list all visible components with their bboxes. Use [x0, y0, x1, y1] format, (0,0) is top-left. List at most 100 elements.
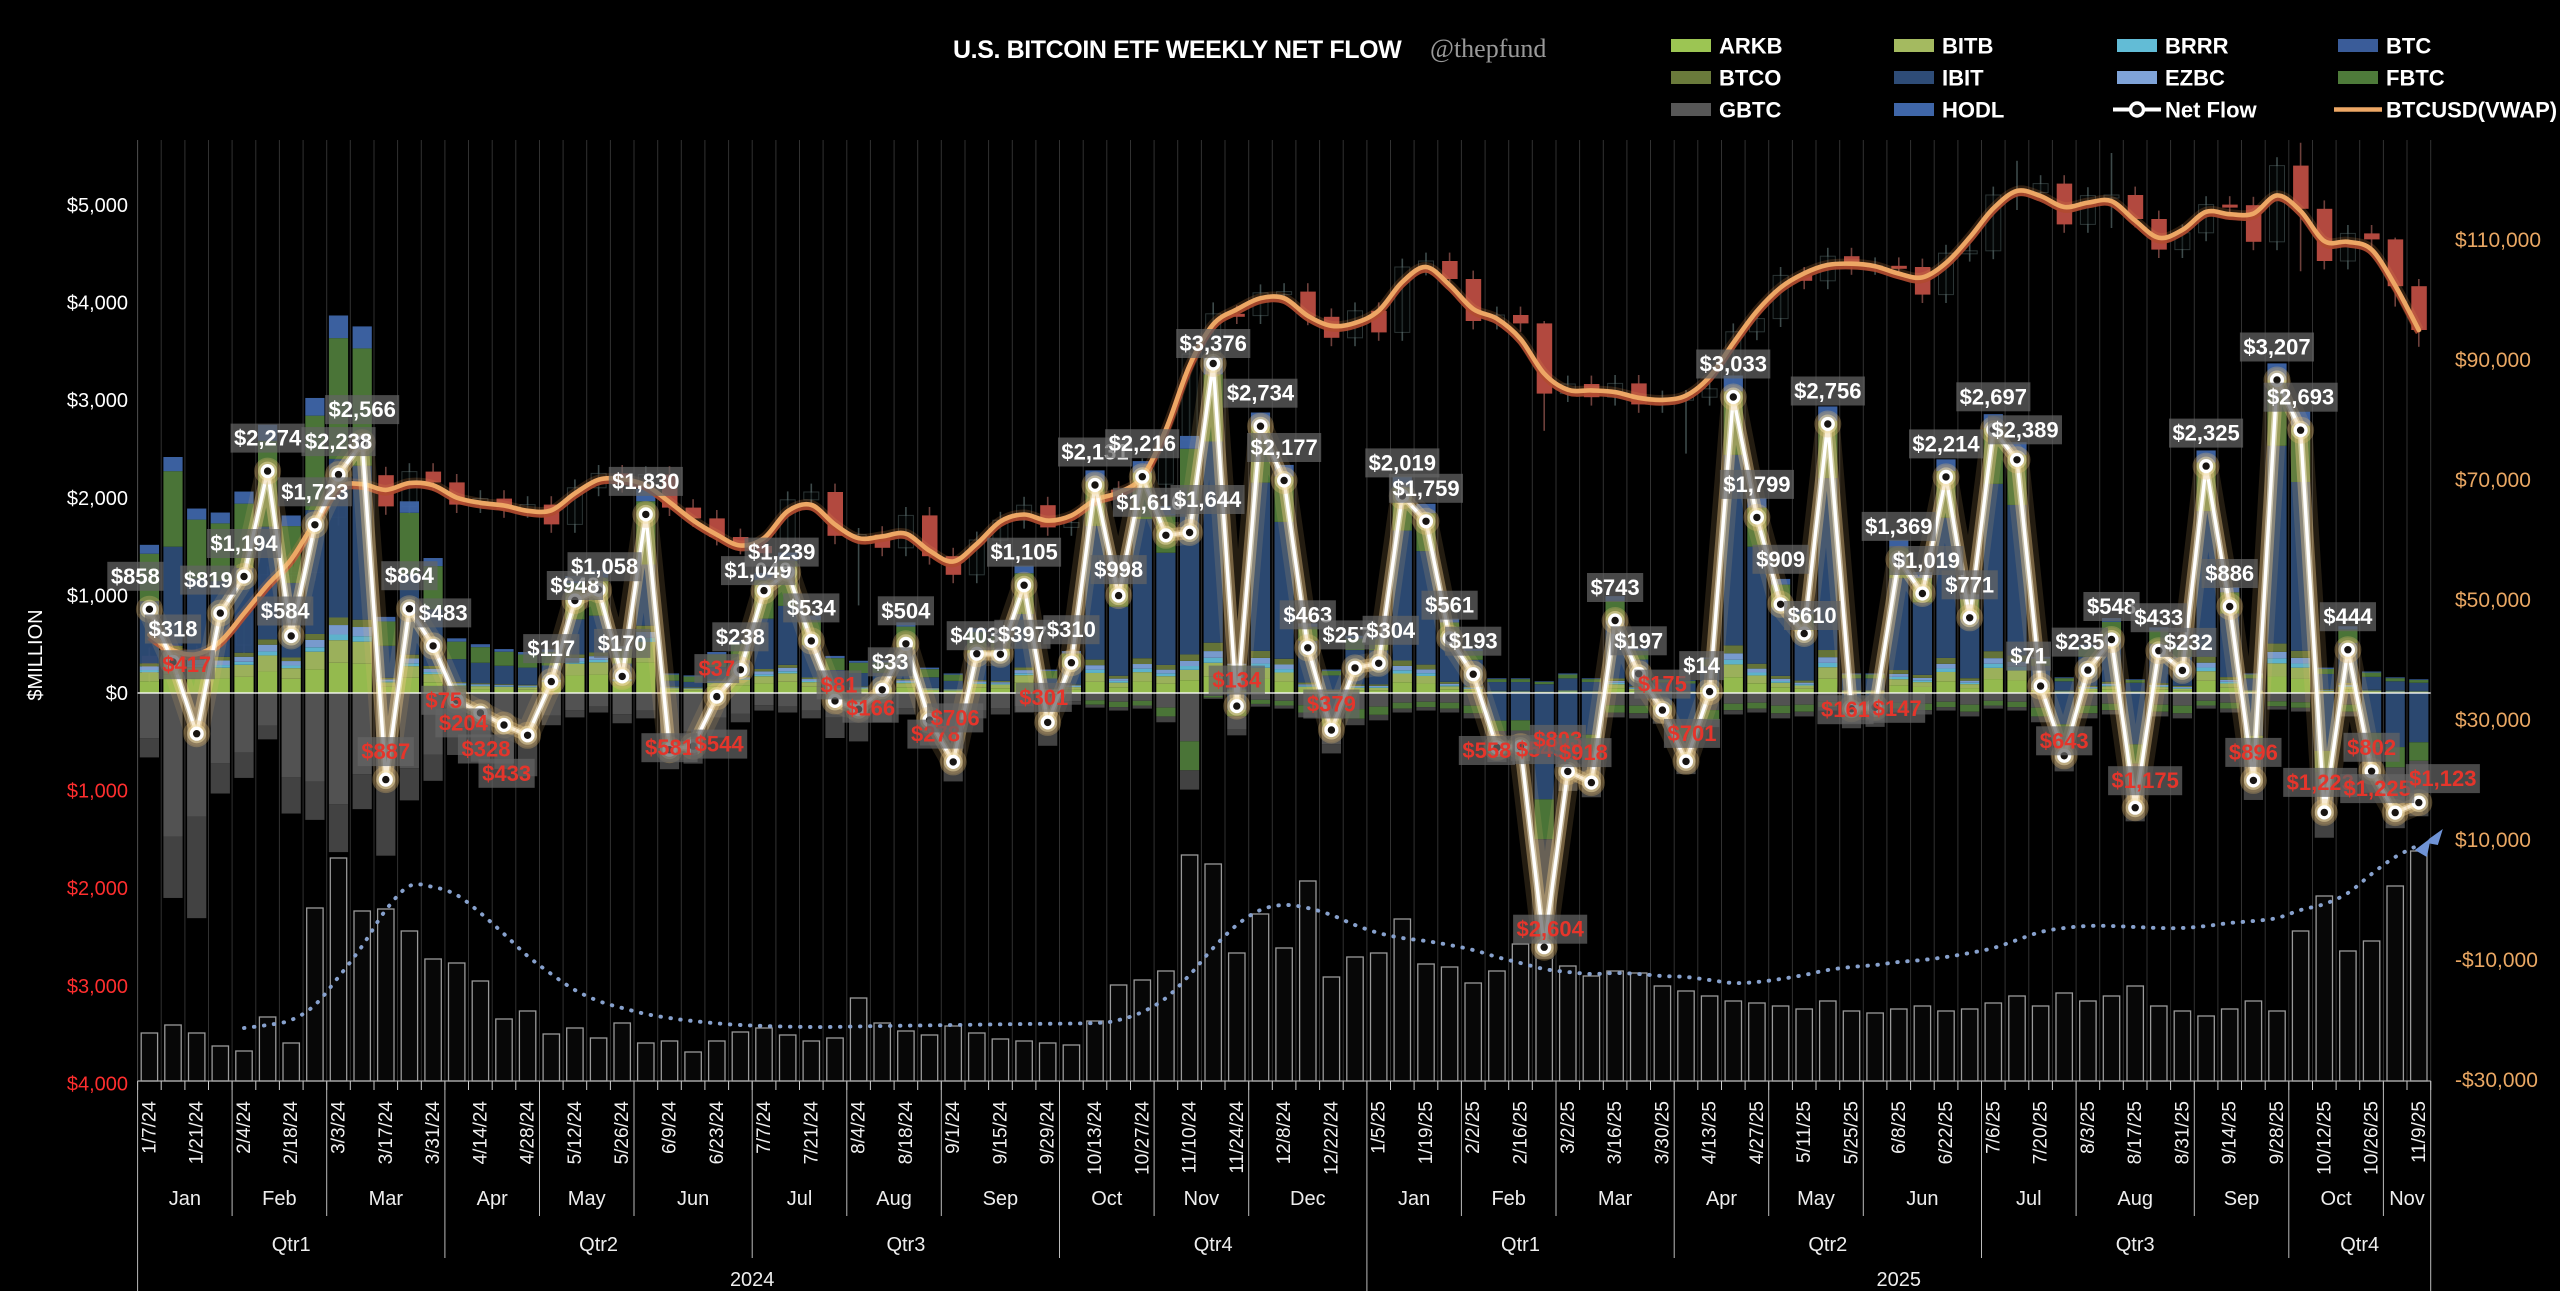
svg-text:Qtr2: Qtr2 [579, 1234, 618, 1256]
svg-text:$544: $544 [695, 732, 745, 757]
svg-text:$1,225: $1,225 [2344, 776, 2411, 801]
svg-text:9/29/24: 9/29/24 [1038, 1101, 1059, 1165]
svg-text:Sep: Sep [983, 1188, 1019, 1210]
svg-text:$134: $134 [1212, 668, 1262, 693]
svg-text:1/5/25: 1/5/25 [1369, 1101, 1390, 1154]
svg-text:Net Flow: Net Flow [2165, 98, 2258, 123]
svg-text:$2,693: $2,693 [2267, 385, 2334, 410]
svg-text:$433: $433 [2134, 605, 2183, 630]
svg-text:2/4/24: 2/4/24 [234, 1101, 255, 1154]
svg-text:4/13/25: 4/13/25 [1700, 1101, 1721, 1164]
svg-text:IBIT: IBIT [1942, 66, 1984, 91]
svg-text:$417: $417 [162, 652, 211, 677]
svg-text:6/23/24: 6/23/24 [707, 1101, 728, 1165]
svg-text:$403: $403 [950, 623, 999, 648]
svg-text:BTCO: BTCO [1719, 66, 1781, 91]
svg-text:$771: $771 [1945, 572, 1994, 597]
svg-text:4/27/25: 4/27/25 [1747, 1101, 1768, 1164]
svg-text:Feb: Feb [1491, 1188, 1525, 1210]
svg-text:Jan: Jan [1398, 1188, 1430, 1210]
svg-text:HODL: HODL [1942, 98, 2004, 123]
svg-text:$886: $886 [2205, 561, 2254, 586]
svg-text:-$10,000: -$10,000 [2455, 949, 2538, 972]
svg-text:1/19/25: 1/19/25 [1416, 1101, 1437, 1164]
svg-text:$909: $909 [1756, 547, 1805, 572]
svg-text:8/17/25: 8/17/25 [2125, 1101, 2146, 1164]
svg-text:Aug: Aug [876, 1188, 912, 1210]
svg-text:Jan: Jan [169, 1188, 201, 1210]
svg-text:EZBC: EZBC [2165, 66, 2225, 91]
svg-text:$4,000: $4,000 [67, 1073, 128, 1095]
svg-text:$1,019: $1,019 [1893, 548, 1960, 573]
svg-text:$90,000: $90,000 [2455, 349, 2531, 372]
svg-text:$81: $81 [821, 672, 858, 697]
svg-text:$147: $147 [1873, 696, 1922, 721]
svg-text:$14: $14 [1683, 653, 1720, 678]
svg-text:$548: $548 [2087, 594, 2136, 619]
svg-text:Qtr2: Qtr2 [1808, 1234, 1847, 1256]
svg-text:6/8/25: 6/8/25 [1889, 1101, 1910, 1154]
svg-text:$1,723: $1,723 [281, 479, 348, 504]
svg-text:$2,000: $2,000 [67, 878, 128, 900]
svg-text:$0: $0 [106, 683, 128, 705]
svg-text:$887: $887 [361, 739, 410, 764]
svg-text:$204: $204 [439, 710, 489, 735]
svg-text:Aug: Aug [2117, 1188, 2153, 1210]
svg-text:3/17/24: 3/17/24 [376, 1101, 397, 1165]
svg-text:Nov: Nov [1184, 1188, 1220, 1210]
svg-text:$534: $534 [787, 595, 837, 620]
svg-text:$2,000: $2,000 [67, 488, 128, 510]
svg-text:$2,019: $2,019 [1369, 450, 1436, 475]
svg-text:$1,759: $1,759 [1392, 476, 1459, 501]
svg-text:$110,000: $110,000 [2455, 229, 2541, 252]
svg-text:$483: $483 [419, 600, 468, 625]
svg-text:$MILLION: $MILLION [25, 609, 47, 700]
svg-text:2/16/25: 2/16/25 [1511, 1101, 1532, 1164]
svg-text:FBTC: FBTC [2386, 66, 2445, 91]
svg-text:$2,274: $2,274 [234, 426, 302, 451]
svg-text:BTC: BTC [2386, 34, 2431, 59]
svg-text:May: May [568, 1188, 606, 1210]
svg-text:Qtr4: Qtr4 [2340, 1234, 2379, 1256]
svg-text:$2,238: $2,238 [305, 429, 372, 454]
svg-text:5/12/24: 5/12/24 [565, 1101, 586, 1165]
svg-text:5/25/25: 5/25/25 [1842, 1101, 1863, 1164]
svg-text:9/1/24: 9/1/24 [943, 1101, 964, 1154]
svg-text:$2,566: $2,566 [329, 397, 396, 422]
svg-text:7/7/24: 7/7/24 [754, 1101, 775, 1154]
svg-text:Qtr4: Qtr4 [1194, 1234, 1233, 1256]
svg-text:11/24/24: 11/24/24 [1227, 1101, 1248, 1174]
svg-text:Jun: Jun [677, 1188, 709, 1210]
svg-text:$743: $743 [1591, 575, 1640, 600]
svg-text:$858: $858 [111, 564, 160, 589]
svg-text:$1,000: $1,000 [67, 781, 128, 803]
svg-text:$71: $71 [2010, 644, 2047, 669]
svg-text:$5,000: $5,000 [67, 195, 128, 217]
svg-text:$166: $166 [846, 696, 895, 721]
svg-text:$2,216: $2,216 [1109, 431, 1176, 456]
svg-text:6/9/24: 6/9/24 [660, 1101, 681, 1154]
svg-text:-$30,000: -$30,000 [2455, 1069, 2538, 1092]
svg-text:3/2/25: 3/2/25 [1558, 1101, 1579, 1154]
svg-text:3/16/25: 3/16/25 [1605, 1101, 1626, 1164]
svg-text:$444: $444 [2323, 604, 2373, 629]
svg-text:Dec: Dec [1290, 1188, 1326, 1210]
svg-text:$3,207: $3,207 [2243, 335, 2310, 360]
svg-text:10/26/25: 10/26/25 [2362, 1101, 2383, 1175]
svg-text:$304: $304 [1366, 618, 1416, 643]
svg-text:9/28/25: 9/28/25 [2267, 1101, 2288, 1164]
svg-text:$581: $581 [645, 735, 694, 760]
svg-text:$802: $802 [2347, 735, 2396, 760]
svg-text:$1,000: $1,000 [67, 585, 128, 607]
svg-text:$1,194: $1,194 [210, 531, 278, 556]
svg-text:11/10/24: 11/10/24 [1180, 1101, 1201, 1174]
svg-text:$193: $193 [1449, 629, 1498, 654]
svg-text:Qtr1: Qtr1 [1501, 1234, 1540, 1256]
svg-text:$1,644: $1,644 [1174, 487, 1242, 512]
svg-text:U.S. BITCOIN ETF WEEKLY NET FL: U.S. BITCOIN ETF WEEKLY NET FLOW [953, 36, 1402, 64]
svg-text:BITB: BITB [1942, 34, 1993, 59]
svg-text:$70,000: $70,000 [2455, 469, 2531, 492]
svg-text:3/31/24: 3/31/24 [423, 1101, 444, 1165]
svg-text:$2,389: $2,389 [1991, 417, 2058, 442]
svg-text:$918: $918 [1559, 740, 1608, 765]
